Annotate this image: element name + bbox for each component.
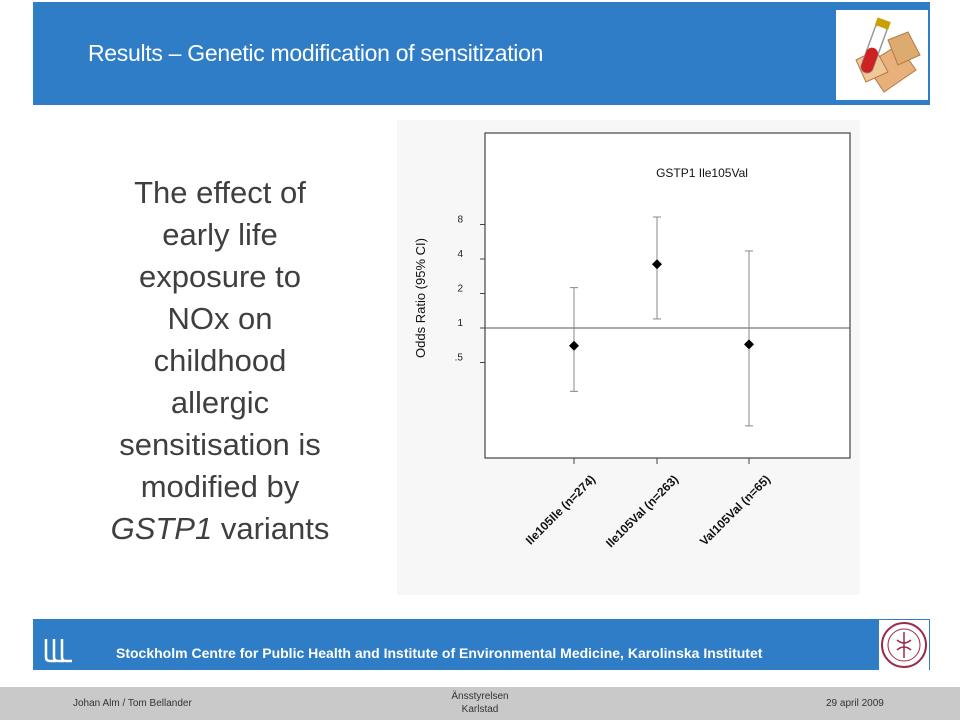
karolinska-seal-icon: [879, 620, 929, 670]
y-tick-label: .5: [455, 353, 464, 364]
footer-bar: [33, 619, 930, 670]
body-line: NOx on: [167, 301, 273, 336]
odds-ratio-chart: GSTP1 Ile105Val Odds Ratio (95% CI) .5 1 2 4 8…: [413, 132, 851, 550]
body-line: allergic: [170, 385, 270, 420]
org-line-1: Änsstyrelsen: [451, 691, 509, 702]
body-line: early life: [162, 217, 278, 252]
test-tube-icon: [836, 10, 928, 100]
header-bar: [33, 2, 930, 105]
y-tick-label: 8: [457, 215, 463, 226]
institute-name: Stockholm Centre for Public Health and I…: [116, 645, 763, 661]
body-line: modified by: [140, 469, 300, 504]
x-tick-label: Ile105Ile (n=274): [523, 472, 598, 547]
y-axis-label: Odds Ratio (95% CI): [413, 238, 428, 358]
y-tick-label: 1: [457, 318, 463, 329]
sll-logo-icon: [42, 637, 74, 668]
x-tick-label: Val105Val (n=65): [697, 472, 773, 548]
body-line: The effect of: [134, 175, 306, 210]
chart-title: GSTP1 Ile105Val: [656, 166, 748, 180]
body-line: sensitisation is: [119, 427, 321, 462]
bottom-strip: [0, 687, 960, 720]
body-text: The effect of early life exposure to NOx…: [80, 172, 360, 550]
org-line-2: Karlstad: [461, 704, 499, 715]
y-tick-label: 2: [457, 284, 463, 295]
plot-frame: [484, 132, 851, 459]
body-line: childhood: [153, 343, 287, 378]
y-tick-label: 4: [457, 249, 463, 260]
gene-name: GSTP1: [110, 511, 213, 546]
body-line: exposure to: [139, 259, 301, 294]
x-tick-label: Ile105Val (n=263): [603, 472, 681, 550]
body-line-last: GSTP1 variants: [80, 508, 360, 550]
organization: Änsstyrelsen Karlstad: [420, 690, 540, 716]
variants-word: variants: [212, 511, 330, 546]
or-point: [652, 259, 662, 270]
presentation-date: 29 april 2009: [826, 698, 884, 709]
slide-title: Results – Genetic modification of sensit…: [88, 40, 544, 66]
or-point: [744, 339, 754, 350]
or-point: [569, 340, 579, 351]
authors: Johan Alm / Tom Bellander: [73, 698, 192, 709]
